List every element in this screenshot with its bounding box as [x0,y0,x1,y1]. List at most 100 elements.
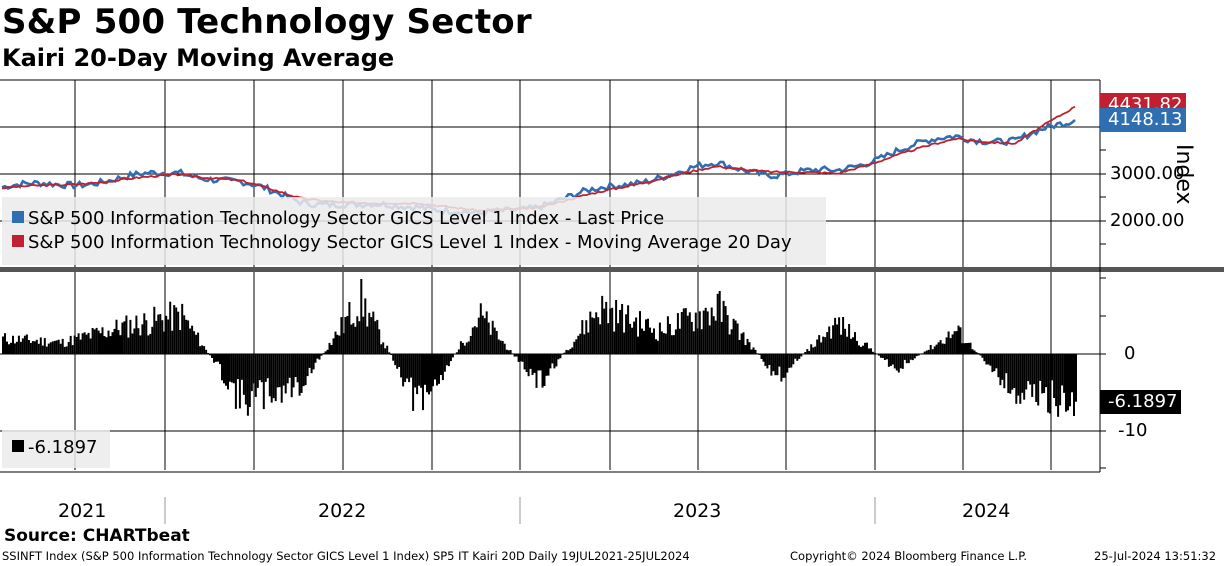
kairi-bar [227,354,229,390]
kairi-bar [282,354,285,386]
kairi-bar [1019,354,1022,404]
kairi-bar [163,331,166,354]
kairi-bar [1027,354,1030,382]
kairi-bar [244,354,247,405]
kairi-bar [402,354,405,387]
chart-grid [0,80,1100,470]
kairi-bar [469,336,472,354]
kairi-bar [276,354,279,388]
kairi-bar [647,318,649,354]
kairi-bar [141,324,144,354]
kairi-bar [57,339,60,354]
kairi-bar [274,354,277,402]
kairi-bar [989,354,992,366]
kairi-bar [684,308,687,354]
kairi-bar [384,348,387,354]
kairi-bar [828,326,831,354]
kairi-bar [971,349,974,354]
kairi-bar [625,314,628,354]
kairi-bar [615,300,618,354]
kairi-bar [75,337,78,354]
kairi-bar [688,312,691,354]
kairi-bar [601,295,604,354]
kairi-bar [167,319,170,354]
kairi-bar [366,326,369,354]
kairi-bar [324,351,327,354]
kairi-bar [1071,354,1073,393]
x-label-2022: 2022 [318,500,367,522]
kairi-bar [252,354,255,384]
kairi-bar [346,315,349,354]
kairi-bar [408,354,411,383]
kairi-bar [149,333,152,354]
x-label-2023: 2023 [673,500,722,522]
kairi-bar [864,342,866,354]
kairi-bar [173,305,176,354]
kairi-bar [881,354,884,358]
footer-description: SSINFT Index (S&P 500 Information Techno… [2,549,690,563]
kairi-bar [151,326,154,354]
kairi-bar [718,291,721,354]
kairi-bar [49,342,52,354]
kairi-bar [13,343,16,354]
kairi-bar [653,328,655,354]
kairi-bar [117,330,120,354]
kairi-bar [55,340,58,354]
kairi-bar [91,328,94,354]
kairi-bar [840,334,843,354]
kairi-bar [109,336,112,354]
kairi-bar [933,346,936,354]
kairi-bar [883,354,886,360]
kairi-bar [995,354,998,369]
kairi-bar [25,334,28,354]
kairi-bar [605,301,608,354]
kairi-bar [195,334,198,354]
kairi-bar [8,344,10,354]
kairi-bar [71,345,74,354]
kairi-bar [917,354,920,356]
kairi-bar [850,338,852,354]
kairi-bar [993,354,996,372]
kairi-bar [879,354,882,358]
kairi-bar [21,338,24,354]
kairi-bar [272,354,275,399]
kairi-bar [501,341,504,354]
kairi-bar [428,354,430,395]
kairi-bar [322,353,325,354]
kairi-bar [445,354,448,366]
kairi-bar [51,341,54,354]
kairi-bar [483,318,486,354]
kairi-bar [901,354,904,369]
kairi-bar [664,333,667,354]
kairi-bar [374,321,377,354]
kairi-bar [308,354,311,368]
kairi-bar [107,330,110,354]
kairi-bar [430,354,432,392]
kairi-bar [17,335,20,354]
kairi-bar [877,354,880,356]
kairi-bar [81,333,84,354]
kairi-bar [854,332,856,354]
kairi-bar [511,353,514,354]
kairi-bar [356,316,359,354]
kairi-bar [129,319,132,354]
kairi-bar [758,354,761,355]
kairi-bar [870,348,872,354]
kairi-bar [127,337,130,354]
kairi-bar [145,320,148,354]
y-tick-0: 0 [1124,343,1136,364]
kairi-bar [959,327,962,354]
kairi-bar [43,338,46,354]
kairi-bar [808,351,811,354]
kairi-bar [487,322,490,354]
kairi-bar [915,354,918,357]
kairi-bar [899,354,902,369]
kairi-bar [832,325,835,354]
legend-item-ma: S&P 500 Information Technology Sector GI… [12,232,792,253]
footer-timestamp: 25-Jul-2024 13:51:32 [1094,549,1217,563]
kairi-bar [33,341,36,354]
kairi-bar [1011,354,1014,390]
kairi-bar [260,354,263,383]
kairi-bar [708,325,711,354]
kairi-bar [1051,354,1054,381]
